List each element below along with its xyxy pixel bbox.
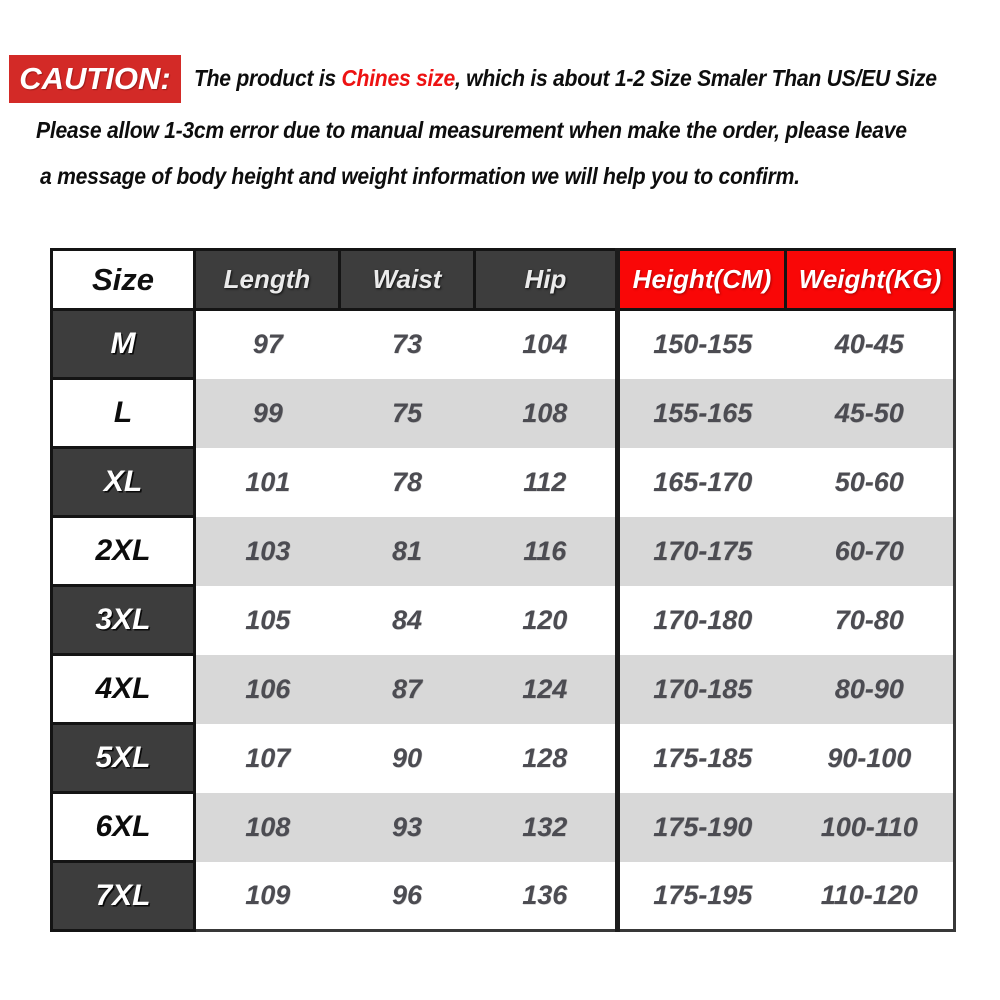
table-row: 6XL 108 93 132 175-190 100-110	[50, 791, 955, 863]
length-cell: 103	[194, 516, 340, 586]
note-line-1: The product is Chines size, which is abo…	[194, 65, 937, 92]
weight-cell: 90-100	[785, 723, 955, 793]
length-cell: 99	[194, 378, 340, 448]
length-cell: 107	[194, 723, 340, 793]
length-cell: 105	[194, 585, 340, 655]
note-line-1-highlight: Chines size	[341, 65, 456, 91]
waist-cell: 81	[339, 516, 475, 586]
col-header-size: Size	[50, 248, 196, 311]
hip-cell: 132	[474, 792, 618, 862]
height-cell: 175-195	[615, 861, 786, 931]
height-cell: 155-165	[615, 378, 786, 448]
table-row: XL 101 78 112 165-170 50-60	[50, 446, 955, 518]
hip-cell: 104	[474, 309, 618, 379]
weight-cell: 100-110	[785, 792, 955, 862]
col-header-length: Length	[193, 248, 341, 311]
size-cell: 5XL	[50, 722, 196, 794]
height-cell: 170-180	[615, 585, 786, 655]
weight-cell: 45-50	[785, 378, 955, 448]
length-cell: 109	[194, 861, 340, 931]
hip-cell: 136	[474, 861, 618, 931]
hip-cell: 116	[474, 516, 618, 586]
height-cell: 175-190	[615, 792, 786, 862]
col-header-weight: Weight(KG)	[784, 248, 956, 311]
height-cell: 170-175	[615, 516, 786, 586]
size-cell: XL	[50, 446, 196, 518]
col-header-waist: Waist	[338, 248, 476, 311]
note-line-2: Please allow 1-3cm error due to manual m…	[36, 117, 907, 143]
size-table: Size Length Waist Hip Height(CM) Weight(…	[50, 248, 956, 932]
height-cell: 165-170	[615, 447, 786, 517]
col-header-hip: Hip	[473, 248, 619, 311]
height-cell: 150-155	[615, 309, 786, 379]
header-row: Size Length Waist Hip Height(CM) Weight(…	[50, 248, 956, 311]
waist-cell: 96	[339, 861, 475, 931]
weight-cell: 50-60	[785, 447, 955, 517]
size-cell: 6XL	[50, 791, 196, 863]
size-cell: 4XL	[50, 653, 196, 725]
note-line-1-prefix: The product is	[194, 65, 342, 91]
height-cell: 175-185	[615, 723, 786, 793]
caution-badge-label: CAUTION:	[19, 61, 171, 96]
waist-cell: 78	[339, 447, 475, 517]
size-cell: L	[50, 377, 196, 449]
length-cell: 106	[194, 654, 340, 724]
waist-cell: 90	[339, 723, 475, 793]
hip-cell: 124	[474, 654, 618, 724]
table-row: 5XL 107 90 128 175-185 90-100	[50, 722, 955, 794]
size-cell: 7XL	[50, 860, 196, 932]
table-row: 3XL 105 84 120 170-180 70-80	[50, 584, 955, 656]
note-line-1-suffix: , which is about 1-2 Size Smaler Than US…	[454, 65, 937, 91]
weight-cell: 110-120	[785, 861, 955, 931]
size-cell: M	[50, 308, 196, 380]
hip-cell: 108	[474, 378, 618, 448]
table-row: 7XL 109 96 136 175-195 110-120	[50, 860, 955, 932]
weight-cell: 80-90	[785, 654, 955, 724]
note-line-3: a message of body height and weight info…	[40, 163, 800, 189]
weight-cell: 60-70	[785, 516, 955, 586]
weight-cell: 40-45	[785, 309, 955, 379]
waist-cell: 75	[339, 378, 475, 448]
waist-cell: 73	[339, 309, 475, 379]
size-cell: 2XL	[50, 515, 196, 587]
table-row: 2XL 103 81 116 170-175 60-70	[50, 515, 955, 587]
col-header-height: Height(CM)	[615, 248, 787, 311]
table-row: M 97 73 104 150-155 40-45	[50, 308, 955, 380]
hip-cell: 120	[474, 585, 618, 655]
size-cell: 3XL	[50, 584, 196, 656]
length-cell: 97	[194, 309, 340, 379]
length-cell: 101	[194, 447, 340, 517]
length-cell: 108	[194, 792, 340, 862]
hip-cell: 128	[474, 723, 618, 793]
waist-cell: 93	[339, 792, 475, 862]
waist-cell: 84	[339, 585, 475, 655]
table-row: L 99 75 108 155-165 45-50	[50, 377, 955, 449]
caution-badge: CAUTION:	[9, 55, 181, 103]
waist-cell: 87	[339, 654, 475, 724]
hip-cell: 112	[474, 447, 618, 517]
weight-cell: 70-80	[785, 585, 955, 655]
table-row: 4XL 106 87 124 170-185 80-90	[50, 653, 955, 725]
height-cell: 170-185	[615, 654, 786, 724]
